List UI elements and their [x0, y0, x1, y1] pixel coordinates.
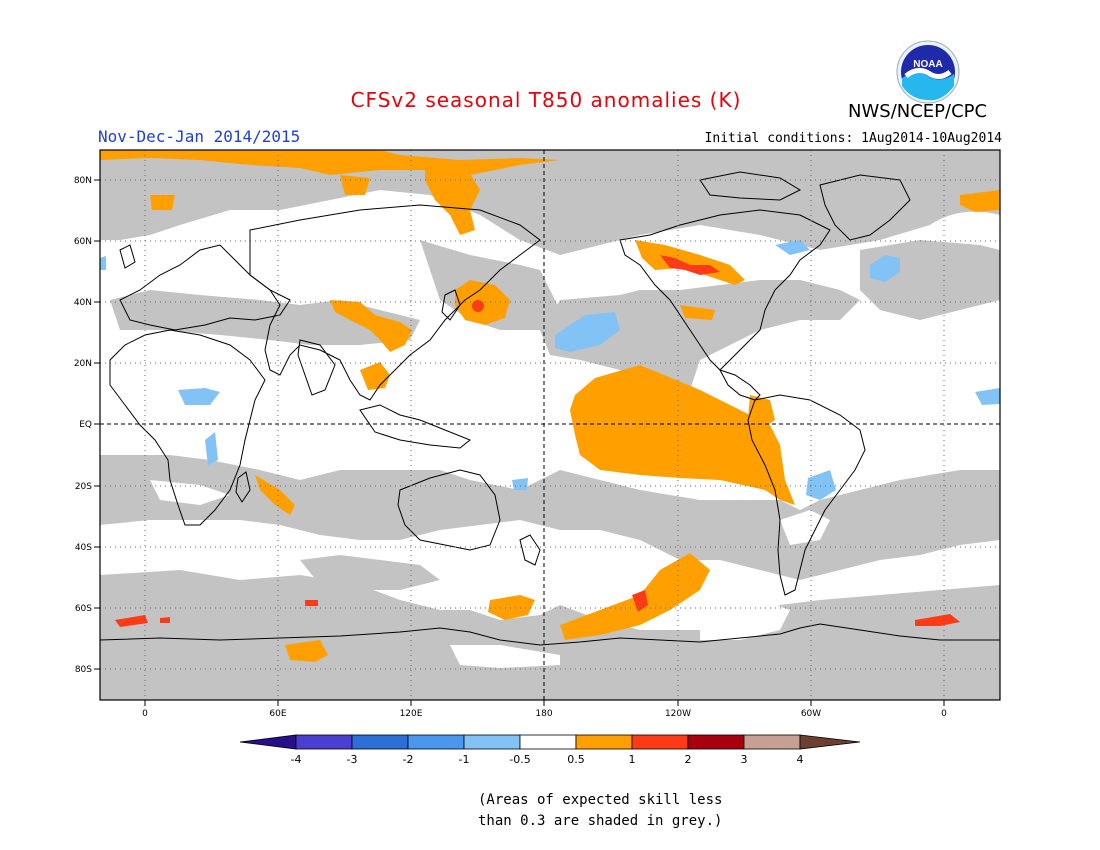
colorbar-swatch: [239, 734, 297, 750]
equator-dateline: [100, 150, 1000, 700]
colorbar-label: 2: [685, 753, 692, 766]
colorbar-swatch: [407, 734, 465, 750]
colorbar-swatch: [799, 734, 861, 750]
lat-label: 60S: [75, 604, 92, 614]
lat-label: 20N: [74, 359, 92, 369]
skill-note-line: than 0.3 are shaded in grey.): [478, 813, 723, 829]
dotted-gridlines: [100, 150, 1000, 700]
colorbar-swatch: [631, 734, 689, 750]
negative-anomaly-regions: [100, 240, 1000, 500]
colorbar-label: 4: [797, 753, 804, 766]
colorbar-swatch: [687, 734, 745, 750]
lat-label: EQ: [79, 420, 92, 430]
initial-conditions: Initial conditions: 1Aug2014-10Aug2014: [704, 131, 1002, 146]
colorbar-label: -1: [459, 753, 470, 766]
chart-title: CFSv2 seasonal T850 anomalies (K): [350, 88, 742, 112]
longitude-labels: 0 60E 120E 180 120W 60W 0: [142, 709, 947, 719]
skill-note: (Areas of expected skill less than 0.3 a…: [478, 790, 722, 832]
colorbar-label: 3: [741, 753, 748, 766]
lat-label: 40S: [75, 543, 92, 553]
colorbar-swatch: [351, 734, 409, 750]
colorbar-label: -3: [347, 753, 358, 766]
skill-note-line: (Areas of expected skill less: [478, 792, 723, 808]
lat-label: 20S: [75, 482, 92, 492]
lon-label: 0: [941, 709, 947, 719]
colorbar-label: 1: [629, 753, 636, 766]
coastlines: [100, 171, 1000, 646]
low-skill-grey-regions: [100, 150, 1000, 700]
lon-label: 180: [535, 709, 552, 719]
lon-label: 0: [142, 709, 148, 719]
noaa-logo-icon: NOAA: [896, 40, 960, 104]
lat-label: 40N: [74, 298, 92, 308]
colorbar-label: -0.5: [509, 753, 530, 766]
lat-label: 80N: [74, 176, 92, 186]
lat-label: 80S: [75, 665, 92, 675]
colorbar-swatch: [743, 734, 801, 750]
colorbar-swatch: [519, 734, 577, 750]
colorbar-labels: -4 -3 -2 -1 -0.5 0.5 1 2 3 4: [291, 753, 804, 766]
svg-text:NOAA: NOAA: [913, 59, 942, 70]
axis-ticks: [94, 179, 945, 706]
colorbar-swatch: [575, 734, 633, 750]
lon-label: 60E: [269, 709, 286, 719]
lat-label: 60N: [74, 237, 92, 247]
lon-label: 120W: [665, 709, 691, 719]
colorbar-label: -2: [403, 753, 414, 766]
colorbar-swatch: [463, 734, 521, 750]
lon-label: 60W: [801, 709, 821, 719]
color-bar: [239, 734, 861, 750]
colorbar-swatch: [295, 734, 353, 750]
colorbar-label: -4: [291, 753, 302, 766]
lon-label: 120E: [400, 709, 423, 719]
map-frame: [99, 149, 1001, 701]
strong-positive-regions: [115, 255, 960, 627]
latitude-labels: 80N 60N 40N 20N EQ 20S 40S 60S 80S: [74, 176, 92, 675]
colorbar-label: 0.5: [567, 753, 585, 766]
organization-label: NWS/NCEP/CPC: [848, 101, 988, 122]
forecast-period: Nov-Dec-Jan 2014/2015: [98, 127, 301, 146]
